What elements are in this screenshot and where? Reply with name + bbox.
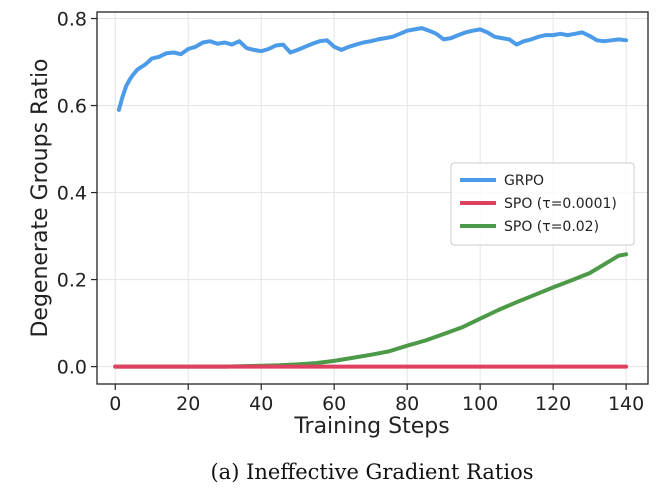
legend-label-grpo: GRPO <box>504 173 544 189</box>
series-line-spo-large-tau <box>113 252 629 369</box>
y-tick-label: 0.0 <box>57 357 87 379</box>
x-tick-label: 40 <box>249 393 273 415</box>
y-tick-labels: 0.0 0.2 0.4 0.6 0.8 <box>57 9 87 379</box>
ticks <box>91 17 627 390</box>
series-lines <box>113 26 629 369</box>
x-tick-label: 80 <box>395 393 419 415</box>
y-tick-label: 0.2 <box>57 270 87 292</box>
x-tick-label: 20 <box>176 393 200 415</box>
x-tick-labels: 0 20 40 60 80 100 120 140 <box>109 393 644 415</box>
series-line-grpo <box>116 26 629 112</box>
x-tick-label: 60 <box>322 393 346 415</box>
plot-frame <box>96 11 649 385</box>
y-tick-label: 0.8 <box>57 9 87 31</box>
x-tick-label: 120 <box>535 393 571 415</box>
x-axis-label: Training Steps <box>293 414 449 439</box>
y-tick-label: 0.4 <box>57 183 87 205</box>
x-tick-label: 140 <box>608 393 644 415</box>
x-tick-label: 0 <box>109 393 121 415</box>
figure-caption: (a) Ineffective Gradient Ratios <box>210 460 533 484</box>
legend-label-spo-large-tau: SPO (τ=0.02) <box>504 219 599 235</box>
y-axis-label: Degenerate Groups Ratio <box>28 58 53 337</box>
legend: GRPO SPO (τ=0.0001) SPO (τ=0.02) <box>450 162 635 246</box>
legend-box <box>450 162 635 246</box>
legend-label-spo-small-tau: SPO (τ=0.0001) <box>504 196 617 212</box>
x-tick-label: 100 <box>462 393 498 415</box>
y-tick-label: 0.6 <box>57 96 87 118</box>
